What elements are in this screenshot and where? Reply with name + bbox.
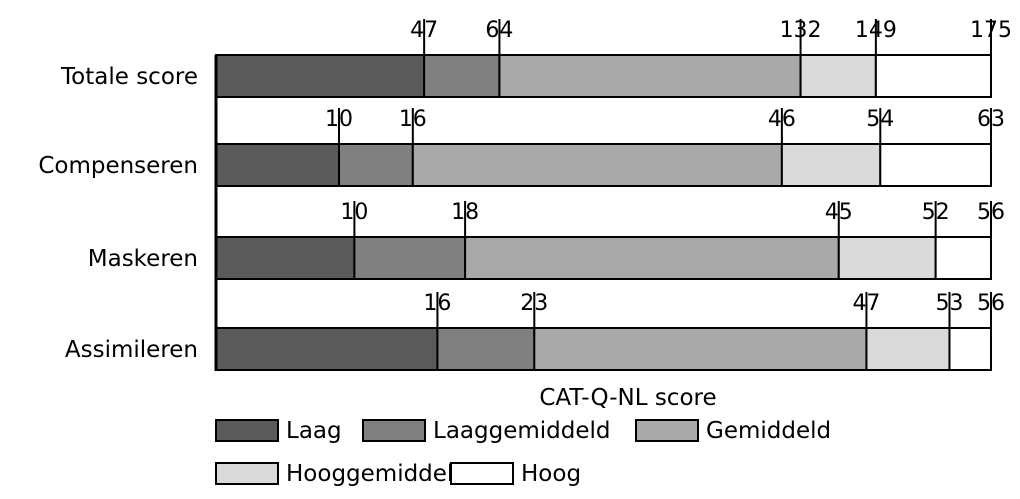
legend-label-hooggemiddeld: Hooggemiddeld [286, 461, 468, 487]
legend-item-gemiddeld: Gemiddeld [635, 418, 831, 444]
legend-swatch-laag [215, 419, 279, 442]
category-label-compenseren: Compenseren [38, 153, 198, 179]
segment-maskeren-hooggemiddeld [837, 236, 937, 280]
threshold-label-maskeren-56: 56 [977, 200, 1005, 225]
segment-compenseren-hooggemiddeld [780, 143, 882, 187]
category-label-maskeren: Maskeren [88, 246, 198, 272]
legend-label-hoog: Hoog [521, 461, 581, 487]
legend-item-hooggemiddeld: Hooggemiddeld [215, 461, 468, 487]
bar-group-totale-score: Totale score 47 64 132 149 175 [60, 18, 1012, 98]
legend-swatch-gemiddeld [635, 419, 699, 442]
threshold-label-assimileren-23: 23 [520, 291, 548, 316]
threshold-label-assimileren-47: 47 [852, 291, 880, 316]
bar-group-maskeren: Maskeren 10 18 45 52 56 [88, 200, 1005, 280]
threshold-label-maskeren-10: 10 [340, 200, 368, 225]
segment-compenseren-laaggemiddeld [338, 143, 414, 187]
threshold-label-totale-score-47: 47 [410, 18, 438, 43]
threshold-label-compenseren-16: 16 [399, 107, 427, 132]
segment-maskeren-hoog [934, 236, 993, 280]
segment-assimileren-laag [215, 327, 439, 371]
segment-assimileren-hoog [948, 327, 992, 371]
segment-compenseren-hoog [879, 143, 992, 187]
threshold-label-compenseren-54: 54 [866, 107, 894, 132]
bar-group-compenseren: Compenseren 10 16 46 54 63 [38, 107, 1005, 187]
threshold-label-assimileren-56: 56 [977, 291, 1005, 316]
threshold-label-maskeren-18: 18 [451, 200, 479, 225]
threshold-label-maskeren-45: 45 [825, 200, 853, 225]
legend-swatch-hoog [450, 462, 514, 485]
threshold-label-maskeren-52: 52 [922, 200, 950, 225]
segment-compenseren-laag [215, 143, 341, 187]
segment-assimileren-gemiddeld [533, 327, 868, 371]
threshold-label-totale-score-149: 149 [855, 18, 897, 43]
segment-totale-score-hooggemiddeld [799, 54, 877, 98]
segment-assimileren-hooggemiddeld [865, 327, 951, 371]
legend-label-laaggemiddeld: Laaggemiddeld [433, 418, 611, 444]
segment-totale-score-laag [215, 54, 426, 98]
bars-layer: Totale score 47 64 132 149 175 Compenseren 10 16… [38, 18, 1012, 371]
category-label-totale-score: Totale score [60, 64, 198, 90]
threshold-label-totale-score-175: 175 [970, 18, 1012, 43]
segment-totale-score-gemiddeld [498, 54, 802, 98]
threshold-label-totale-score-64: 64 [485, 18, 513, 43]
bar-group-assimileren: Assimileren 16 23 47 53 56 [65, 291, 1005, 371]
segment-maskeren-gemiddeld [464, 236, 840, 280]
segment-compenseren-gemiddeld [411, 143, 783, 187]
segment-totale-score-hoog [874, 54, 992, 98]
x-axis-label: CAT-Q-NL score [539, 385, 716, 411]
threshold-label-assimileren-16: 16 [423, 291, 451, 316]
legend-item-laaggemiddeld: Laaggemiddeld [362, 418, 611, 444]
segment-totale-score-laaggemiddeld [423, 54, 501, 98]
category-label-assimileren: Assimileren [65, 337, 198, 363]
legend-swatch-hooggemiddeld [215, 462, 279, 485]
segment-maskeren-laaggemiddeld [353, 236, 467, 280]
legend-label-laag: Laag [286, 418, 342, 444]
legend-item-hoog: Hoog [450, 461, 581, 487]
threshold-label-compenseren-10: 10 [325, 107, 353, 132]
segment-assimileren-laaggemiddeld [436, 327, 536, 371]
legend-label-gemiddeld: Gemiddeld [706, 418, 831, 444]
threshold-label-compenseren-46: 46 [768, 107, 796, 132]
threshold-label-totale-score-132: 132 [780, 18, 822, 43]
threshold-label-compenseren-63: 63 [977, 107, 1005, 132]
legend-swatch-laaggemiddeld [362, 419, 426, 442]
legend: Laag Laaggemiddeld Gemiddeld Hooggemiddeld H… [215, 418, 831, 487]
segment-maskeren-laag [215, 236, 356, 280]
threshold-label-assimileren-53: 53 [935, 291, 963, 316]
legend-item-laag: Laag [215, 418, 342, 444]
